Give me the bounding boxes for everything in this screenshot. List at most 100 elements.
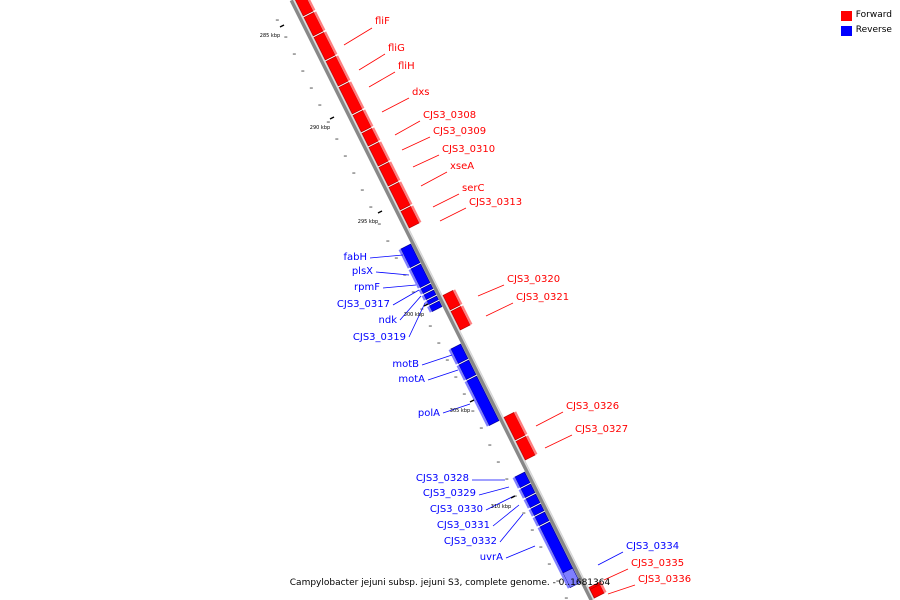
scale-tick-mark [423,303,429,307]
tick-dot [513,495,517,497]
gene-label-uvrA: uvrA [480,552,503,563]
tick-dot [411,291,415,293]
legend-forward-label: Forward [855,10,892,20]
gene-block-face [335,55,351,82]
gene-label-serC: serC [462,183,484,194]
legend-forward: Forward [840,8,892,23]
tick-dot [377,223,381,225]
gene-block-face [452,289,463,306]
tick-dot [539,546,543,548]
gene-block-face [307,0,316,12]
scale-tick-label: 305 kbp [450,408,470,414]
tick-dot [292,53,296,55]
backbone-highlight [293,0,595,600]
callout-line [477,284,505,297]
tick-dot [462,393,466,395]
gene-label-CJS3_0336: CJS3_0336 [638,574,691,585]
tick-dot [496,461,500,463]
gene-block-face [537,526,564,575]
gene-label-CJS3_0310: CJS3_0310 [442,144,495,155]
tick-dot [556,580,560,582]
scale-tick-mark [279,24,285,28]
gene-block-face [456,364,467,381]
gene-block-face [518,488,526,499]
legend: Forward Reverse [840,8,892,38]
gene-label-polA: polA [418,408,440,419]
gene-block-face [378,141,391,162]
gene-label-CJS3_0334: CJS3_0334 [626,541,679,552]
gene-label-fliG: fliG [388,43,405,54]
tick-dot [301,70,305,72]
tick-dot [471,410,475,412]
gene-label-CJS3_0327: CJS3_0327 [575,424,628,435]
tick-dot [386,240,390,242]
tick-dot [437,342,441,344]
gene-label-motB: motB [392,359,419,370]
gene-labels: fliF fliG fliH dxs CJS3_0308 CJS3_0309 CJS3_03… [337,16,691,595]
gene-label-CJS3_0326: CJS3_0326 [566,401,619,412]
callout-line [375,271,410,276]
gene-label-CJS3_0329: CJS3_0329 [423,488,476,499]
gene-block-face [448,348,459,365]
gene-label-CJS3_0313: CJS3_0313 [469,197,522,208]
callout-line [492,504,520,527]
callout-line [382,284,417,289]
gene-block-face [421,294,427,301]
scale-ticks: 285 kbp 290 kbp 295 kbp 300 kbp 305 kbp 310 k… [260,24,516,510]
callout-line [412,154,440,168]
callout-line [427,369,459,381]
genome-caption: Campylobacter jejuni subsp. jejuni S3, c… [289,578,611,588]
callout-line [478,486,510,496]
gene-block-face [398,181,413,206]
scale-tick-label: 295 kbp [358,219,378,225]
callout-line [485,495,515,511]
tick-dot [488,444,492,446]
callout-line [485,302,514,317]
tick-dot [428,325,432,327]
tick-dot [335,138,339,140]
gene-label-xseA: xseA [450,161,474,172]
tick-dot [522,512,526,514]
gene-block-face [460,305,473,326]
gene-block-face [512,476,521,489]
gene-label-CJS3_0317: CJS3_0317 [337,299,390,310]
gene-block-face [388,161,401,182]
gene-label-fabH: fabH [343,252,367,263]
gene-block-face [410,205,422,224]
scale-tick-label: 285 kbp [260,33,280,39]
gene-label-CJS3_0320: CJS3_0320 [507,274,560,285]
gene-block-face [371,127,381,142]
gene-label-plsX: plsX [352,266,373,277]
callout-line [343,27,373,46]
scale-tick-mark [377,210,383,214]
gene-block-face [523,498,531,509]
callout-line [392,289,420,306]
callout-line [505,545,536,559]
callout-line [603,568,629,581]
callout-line [381,97,410,113]
gene-label-ndk: ndk [379,315,398,326]
callout-line [358,53,386,71]
tick-dot [445,359,449,361]
gene-label-CJS3_0332: CJS3_0332 [444,536,497,547]
gene-label-CJS3_0330: CJS3_0330 [430,504,483,515]
legend-reverse-label: Reverse [855,25,892,35]
gene-block-face [560,572,571,589]
tick-dot [309,87,313,89]
callout-line [439,207,467,222]
tick-dot [403,274,407,276]
scale-tick-label: 290 kbp [310,125,330,131]
callout-line [442,403,471,414]
gene-label-CJS3_0328: CJS3_0328 [416,473,469,484]
tick-dot [394,257,398,259]
gene-block-face [513,411,528,436]
gene-label-fliF: fliF [375,16,390,27]
callout-line [420,171,448,187]
gene-block-face [398,248,411,269]
legend-reverse: Reverse [840,23,892,38]
callout-line [399,295,422,321]
tick-dot [284,36,288,38]
gene-block-face [323,31,338,56]
gene-block-face [427,305,433,313]
